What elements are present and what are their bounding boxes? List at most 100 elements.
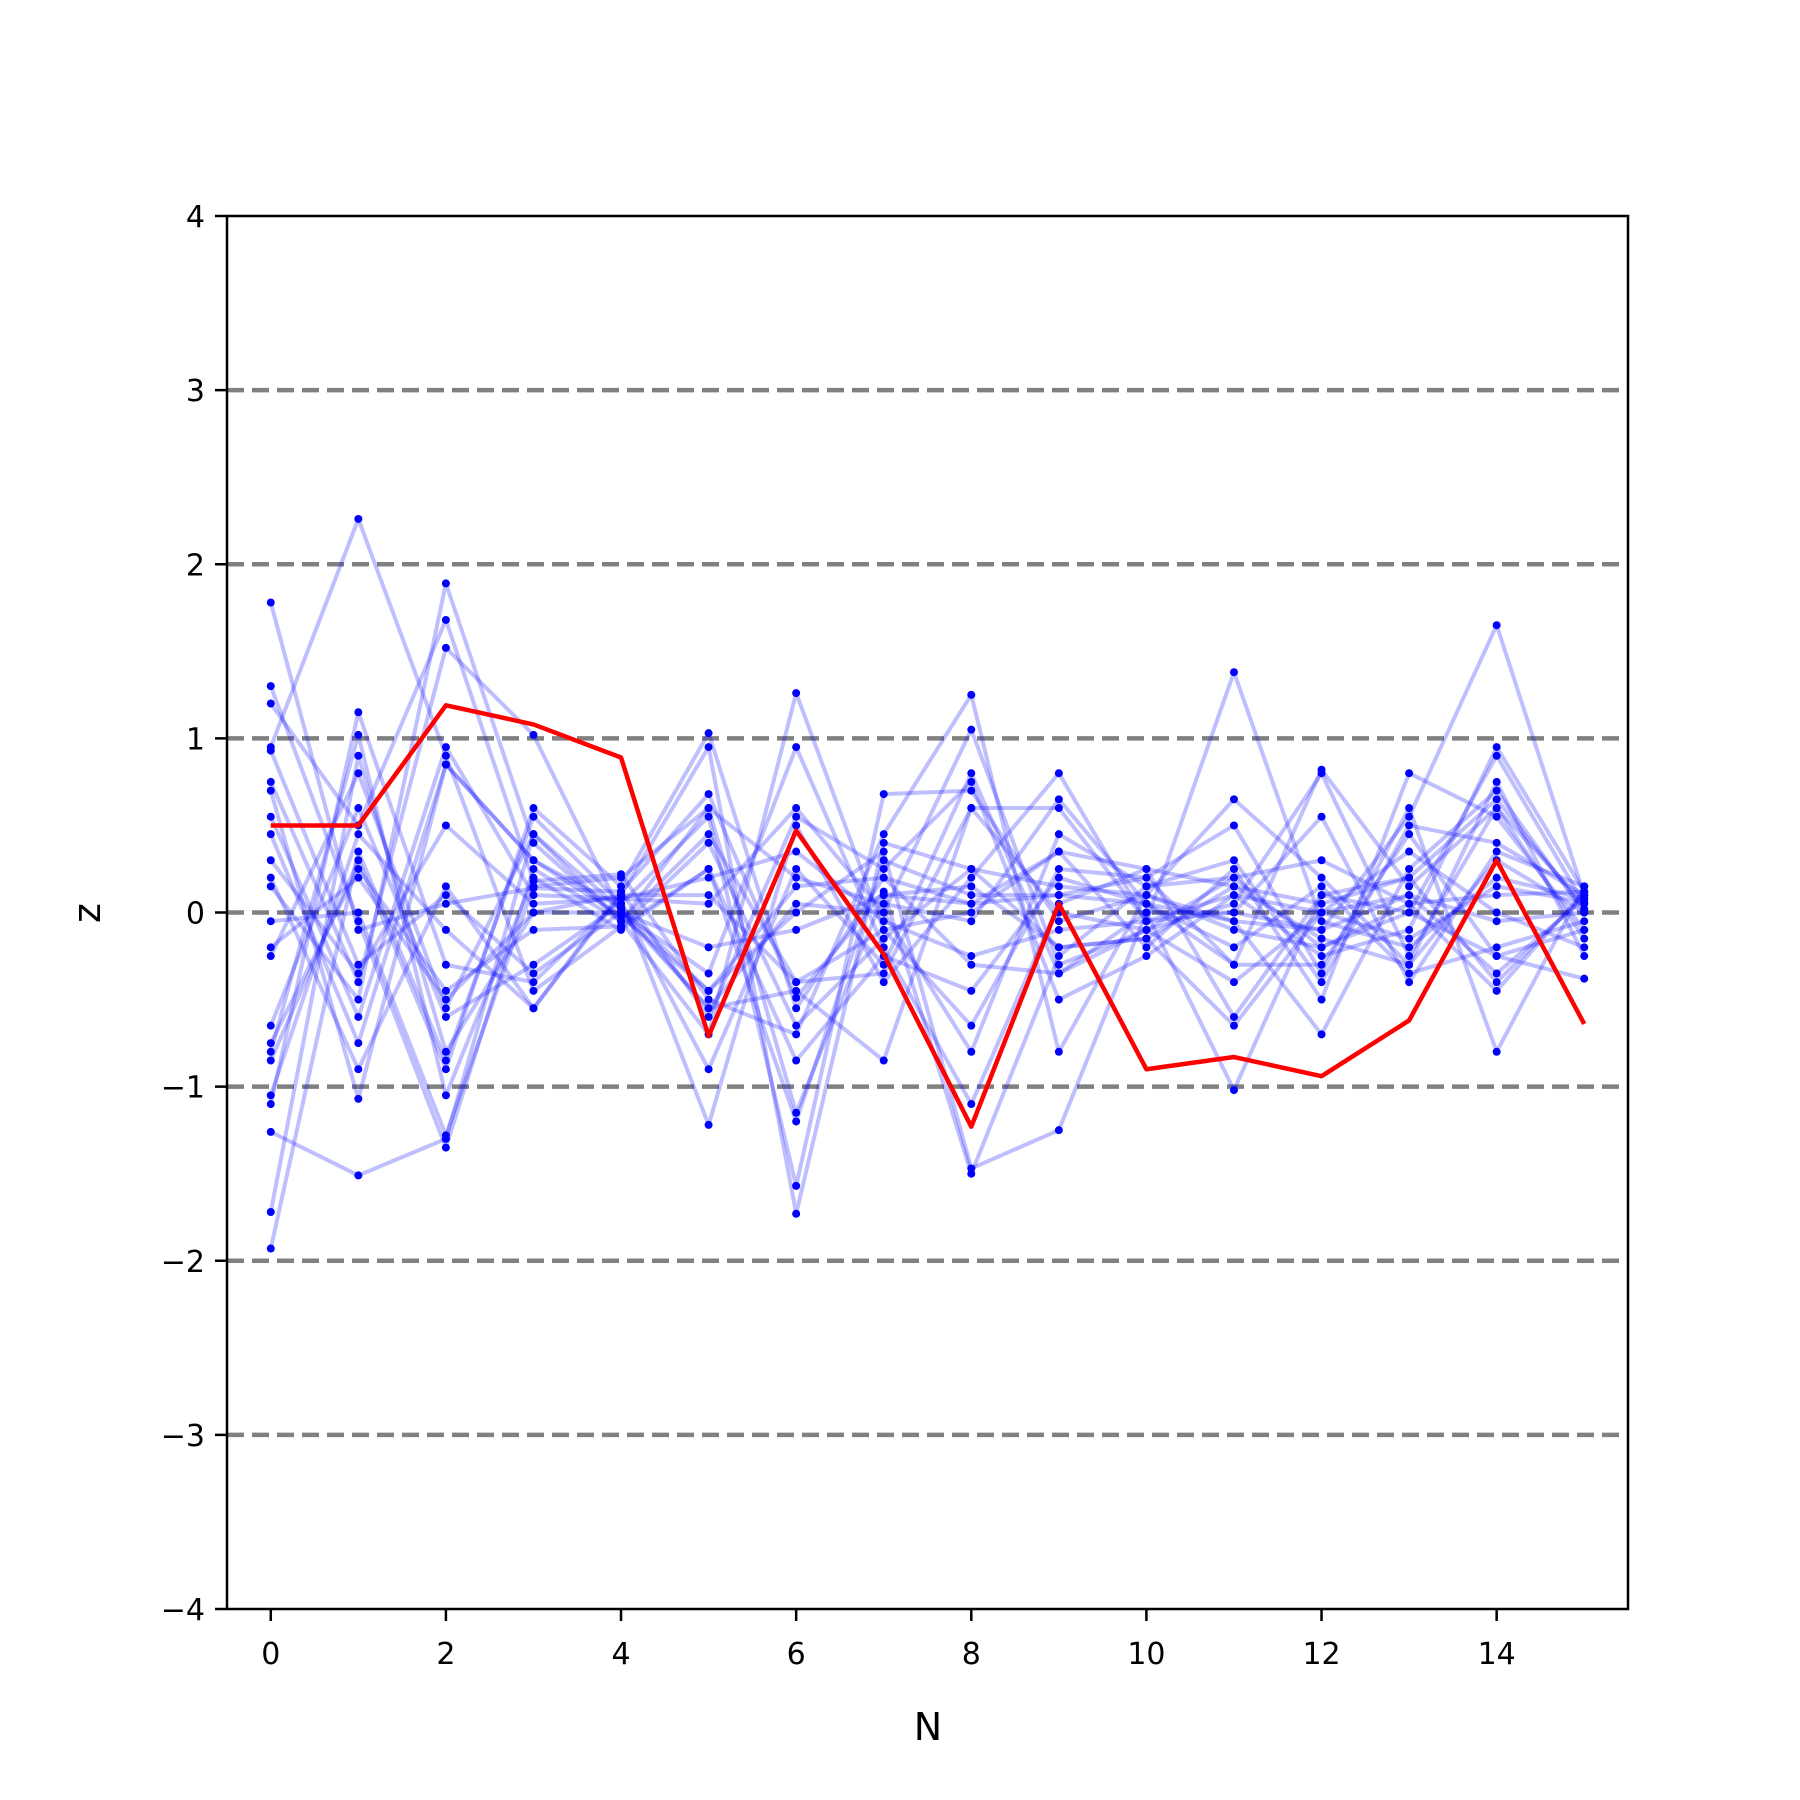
data-point (266, 1207, 275, 1216)
data-point (1142, 882, 1151, 891)
data-point (1054, 847, 1063, 856)
x-tick-label: 12 (1302, 1637, 1340, 1672)
data-point (1580, 934, 1589, 943)
y-tick-label: −4 (161, 1593, 205, 1628)
data-point (792, 986, 801, 995)
data-point (441, 1065, 450, 1074)
data-point (792, 873, 801, 882)
series-line (270, 806, 1586, 1138)
data-point (1054, 769, 1063, 778)
series-line (268, 762, 1585, 1171)
data-point (1405, 847, 1414, 856)
data-point (1142, 943, 1151, 952)
data-point (354, 804, 363, 813)
data-point (1405, 864, 1414, 873)
data-point (967, 899, 976, 908)
data-point (529, 882, 538, 891)
data-point (529, 1004, 538, 1013)
data-point (354, 514, 363, 523)
data-point (792, 1181, 801, 1190)
data-point (704, 1065, 713, 1074)
data-point (879, 856, 888, 865)
data-point (1229, 1021, 1238, 1030)
series-line (268, 749, 1586, 1054)
x-tick-label: 14 (1478, 1637, 1516, 1672)
data-point (1229, 882, 1238, 891)
data-point (266, 1039, 275, 1048)
data-point (1229, 795, 1238, 804)
x-axis: 0 2 4 6 8 10 12 14 (261, 1609, 1516, 1672)
data-point (967, 777, 976, 786)
data-point (967, 690, 976, 699)
data-point (1317, 856, 1326, 865)
data-point (704, 864, 713, 873)
series-line (268, 710, 1585, 1105)
data-point (1492, 786, 1501, 795)
y-axis: −4 −3 −2 −1 0 1 2 3 4 (161, 200, 227, 1628)
data-point (1492, 891, 1501, 900)
data-point (1492, 952, 1501, 961)
data-point (1317, 899, 1326, 908)
data-point (1317, 952, 1326, 961)
series-line (268, 516, 1586, 1124)
data-point (1492, 847, 1501, 856)
data-point (1142, 934, 1151, 943)
data-point (1142, 864, 1151, 873)
data-point (792, 1030, 801, 1039)
data-point (792, 821, 801, 830)
series-line (268, 771, 1586, 1249)
data-point (1405, 899, 1414, 908)
series-line (268, 645, 1586, 1107)
series-line (269, 875, 1585, 1002)
data-point (879, 873, 888, 882)
data-point (1492, 795, 1501, 804)
data-point (792, 689, 801, 698)
data-point (1229, 908, 1238, 917)
data-point (1054, 995, 1063, 1004)
data-point (266, 1056, 275, 1065)
data-point (792, 743, 801, 752)
data-point (879, 790, 888, 799)
data-point (1229, 821, 1238, 830)
data-point (1580, 943, 1589, 952)
x-tick-label: 6 (787, 1637, 806, 1672)
data-point (704, 1004, 713, 1013)
data-point (1317, 908, 1326, 917)
data-point (1405, 769, 1414, 778)
data-point (967, 873, 976, 882)
data-point (266, 917, 275, 926)
data-point (529, 986, 538, 995)
y-tick-label: 2 (186, 548, 205, 583)
data-point (967, 864, 976, 873)
data-point (1054, 830, 1063, 839)
data-point (967, 725, 976, 734)
data-point (1317, 995, 1326, 1004)
x-tick-label: 10 (1127, 1637, 1165, 1672)
data-point (266, 598, 275, 607)
x-tick-label: 0 (261, 1637, 280, 1672)
data-point (354, 730, 363, 739)
data-point (1054, 952, 1063, 961)
data-point (1229, 873, 1238, 882)
data-point (354, 864, 363, 873)
data-point (704, 743, 713, 752)
data-point (441, 1131, 450, 1140)
data-point (529, 864, 538, 873)
data-point (792, 804, 801, 813)
data-point (792, 978, 801, 987)
data-point (354, 960, 363, 969)
x-axis-label: N (914, 1705, 942, 1749)
data-point (704, 969, 713, 978)
data-point (441, 986, 450, 995)
data-point (967, 786, 976, 795)
data-point (529, 730, 538, 739)
data-point (1317, 891, 1326, 900)
data-point (792, 899, 801, 908)
data-point (879, 864, 888, 873)
data-point (266, 943, 275, 952)
data-point (967, 1100, 976, 1109)
data-point (1492, 804, 1501, 813)
data-point (1405, 873, 1414, 882)
data-point (1492, 751, 1501, 760)
data-point (704, 891, 713, 900)
